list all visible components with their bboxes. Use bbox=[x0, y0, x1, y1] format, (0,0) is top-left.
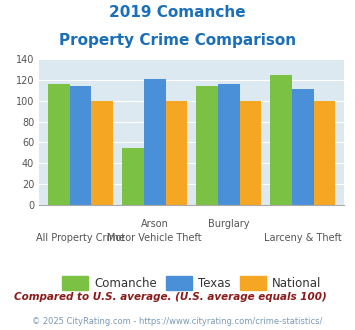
Bar bbox=[92, 101, 113, 205]
Bar bbox=[144, 79, 165, 205]
Bar bbox=[270, 75, 292, 205]
Bar bbox=[48, 84, 70, 205]
Bar bbox=[165, 101, 187, 205]
Text: © 2025 CityRating.com - https://www.cityrating.com/crime-statistics/: © 2025 CityRating.com - https://www.city… bbox=[32, 317, 323, 326]
Text: Property Crime Comparison: Property Crime Comparison bbox=[59, 33, 296, 48]
Bar bbox=[122, 148, 144, 205]
Text: 2019 Comanche: 2019 Comanche bbox=[109, 5, 246, 20]
Bar bbox=[314, 101, 335, 205]
Legend: Comanche, Texas, National: Comanche, Texas, National bbox=[58, 272, 326, 295]
Bar bbox=[218, 84, 240, 205]
Text: Larceny & Theft: Larceny & Theft bbox=[264, 233, 342, 243]
Text: Motor Vehicle Theft: Motor Vehicle Theft bbox=[107, 233, 202, 243]
Bar bbox=[196, 86, 218, 205]
Text: Compared to U.S. average. (U.S. average equals 100): Compared to U.S. average. (U.S. average … bbox=[14, 292, 327, 302]
Text: Burglary: Burglary bbox=[208, 219, 250, 229]
Text: Arson: Arson bbox=[141, 219, 169, 229]
Bar bbox=[70, 86, 92, 205]
Text: All Property Crime: All Property Crime bbox=[36, 233, 125, 243]
Bar bbox=[292, 89, 314, 205]
Bar bbox=[240, 101, 261, 205]
